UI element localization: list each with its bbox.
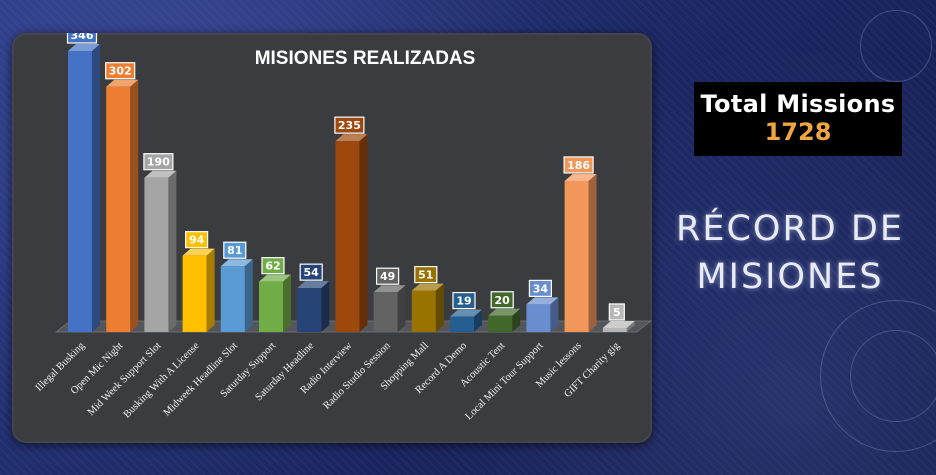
svg-text:49: 49	[380, 270, 395, 283]
data-label: 302	[105, 62, 136, 80]
category-tick-label: Busking With A License	[122, 340, 202, 420]
bar	[259, 274, 291, 332]
bar	[297, 281, 330, 332]
record-title-line-2: MISIONES	[696, 257, 884, 297]
bar	[488, 308, 521, 332]
total-missions-value: 1728	[764, 118, 832, 146]
bar	[450, 309, 482, 332]
bar	[106, 79, 139, 332]
svg-text:302: 302	[109, 65, 132, 78]
bar	[602, 320, 635, 332]
category-tick-label: Radio Studio Session	[321, 340, 393, 412]
decor-ring	[850, 330, 936, 422]
bar	[526, 297, 559, 332]
svg-text:94: 94	[189, 234, 205, 247]
svg-text:190: 190	[147, 156, 170, 169]
data-label: 49	[376, 267, 400, 285]
bar	[220, 259, 253, 332]
chart-title: MISIONES REALIZADAS	[255, 48, 476, 69]
bar	[411, 283, 444, 332]
data-label: 94	[185, 231, 209, 249]
data-label: 186	[563, 156, 594, 174]
category-tick-label: Local Mini Tour Support	[464, 340, 546, 422]
svg-text:20: 20	[495, 294, 511, 307]
svg-text:81: 81	[227, 244, 242, 257]
svg-text:19: 19	[456, 295, 471, 308]
category-tick-label: Midweek Headline Slot	[162, 340, 240, 418]
svg-text:51: 51	[418, 269, 433, 282]
data-label: 81	[223, 241, 247, 259]
data-label: 62	[261, 257, 285, 275]
bar	[335, 134, 368, 332]
svg-text:235: 235	[338, 119, 361, 132]
data-label: 54	[299, 263, 323, 281]
data-label: 5	[608, 303, 625, 321]
svg-text:186: 186	[567, 159, 590, 172]
category-tick-label: Mid Week Support Slot	[86, 340, 164, 418]
record-title: RÉCORD DE MISIONES	[660, 205, 920, 301]
data-label: 20	[490, 291, 514, 309]
record-title-line-1: RÉCORD DE	[676, 209, 904, 249]
svg-text:62: 62	[265, 260, 280, 273]
data-label: 346	[66, 33, 98, 44]
bar	[68, 44, 100, 332]
svg-text:34: 34	[533, 282, 549, 295]
decor-ring	[860, 10, 932, 82]
data-label: 19	[452, 291, 476, 310]
svg-text:5: 5	[613, 306, 621, 319]
total-missions-label: Total Missions	[700, 90, 896, 118]
data-label: 51	[414, 265, 438, 284]
bar	[373, 285, 406, 332]
chart-panel: MISIONES REALIZADAS 346 Illegal Busking 30…	[12, 33, 652, 443]
data-label: 190	[143, 153, 174, 171]
data-label: 34	[528, 279, 553, 297]
total-missions-box: Total Missions 1728	[694, 82, 902, 156]
bar	[182, 248, 215, 332]
svg-text:54: 54	[304, 266, 320, 279]
bar	[144, 170, 177, 332]
bar	[564, 173, 597, 332]
data-label: 235	[334, 116, 365, 134]
svg-text:346: 346	[71, 33, 94, 42]
